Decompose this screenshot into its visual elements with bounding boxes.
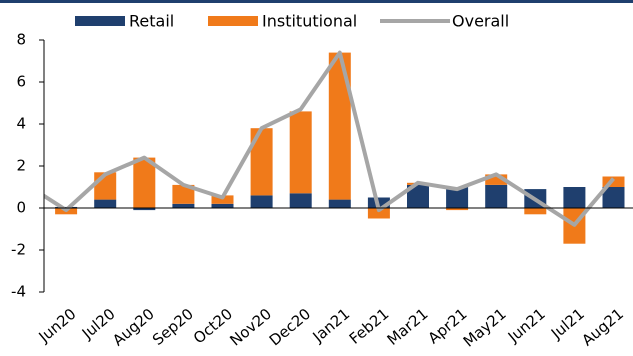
x-tick-label: Nov20 <box>226 305 275 350</box>
bar <box>250 195 273 208</box>
y-tick-label: -4 <box>11 283 26 301</box>
bar <box>446 187 469 208</box>
legend-swatch <box>75 16 125 26</box>
y-tick-label: 2 <box>16 157 26 175</box>
x-tick-label: Oct20 <box>190 305 236 348</box>
y-tick-label: 4 <box>16 115 26 133</box>
bar <box>289 111 312 194</box>
bar <box>211 195 234 204</box>
bar <box>94 199 117 208</box>
y-tick-label: 8 <box>16 31 26 49</box>
bar <box>328 52 351 200</box>
x-tick-label: Sep20 <box>149 305 197 349</box>
legend-label: Overall <box>452 12 509 31</box>
bar <box>602 176 625 187</box>
bar <box>602 187 625 208</box>
line <box>44 50 616 227</box>
y-tick-label: 6 <box>16 73 26 91</box>
legend-label: Institutional <box>262 12 357 31</box>
x-tick-label: Feb21 <box>346 305 393 348</box>
bar <box>485 184 508 208</box>
plot-area <box>44 50 625 244</box>
x-tick-label: Aug21 <box>578 305 627 350</box>
x-tick-label: Dec20 <box>266 305 314 350</box>
bar <box>172 184 195 204</box>
bar <box>250 128 273 196</box>
bar <box>563 187 586 208</box>
x-tick-label: May21 <box>460 305 510 351</box>
legend-label: Retail <box>129 12 174 31</box>
bar <box>485 174 508 185</box>
bar <box>407 184 429 208</box>
bar <box>172 203 195 208</box>
bar <box>133 208 156 211</box>
bar <box>289 193 312 208</box>
bar <box>446 208 469 211</box>
bar <box>211 203 234 208</box>
bar <box>367 208 390 219</box>
legend-swatch <box>208 16 258 26</box>
y-tick-label: -2 <box>11 241 26 259</box>
x-tick-label: Jan21 <box>309 305 354 347</box>
bar <box>524 208 547 215</box>
x-tick-label: Jun21 <box>504 305 549 347</box>
x-tick-label: Mar21 <box>384 305 432 349</box>
y-tick-label: 0 <box>16 199 26 217</box>
legend: Retail Institutional Overall <box>75 12 509 31</box>
x-tick-label: Aug20 <box>109 305 158 350</box>
bar <box>328 199 351 208</box>
x-tick-label: Jun20 <box>35 305 80 347</box>
top-rule <box>0 0 633 3</box>
bar <box>133 157 156 208</box>
